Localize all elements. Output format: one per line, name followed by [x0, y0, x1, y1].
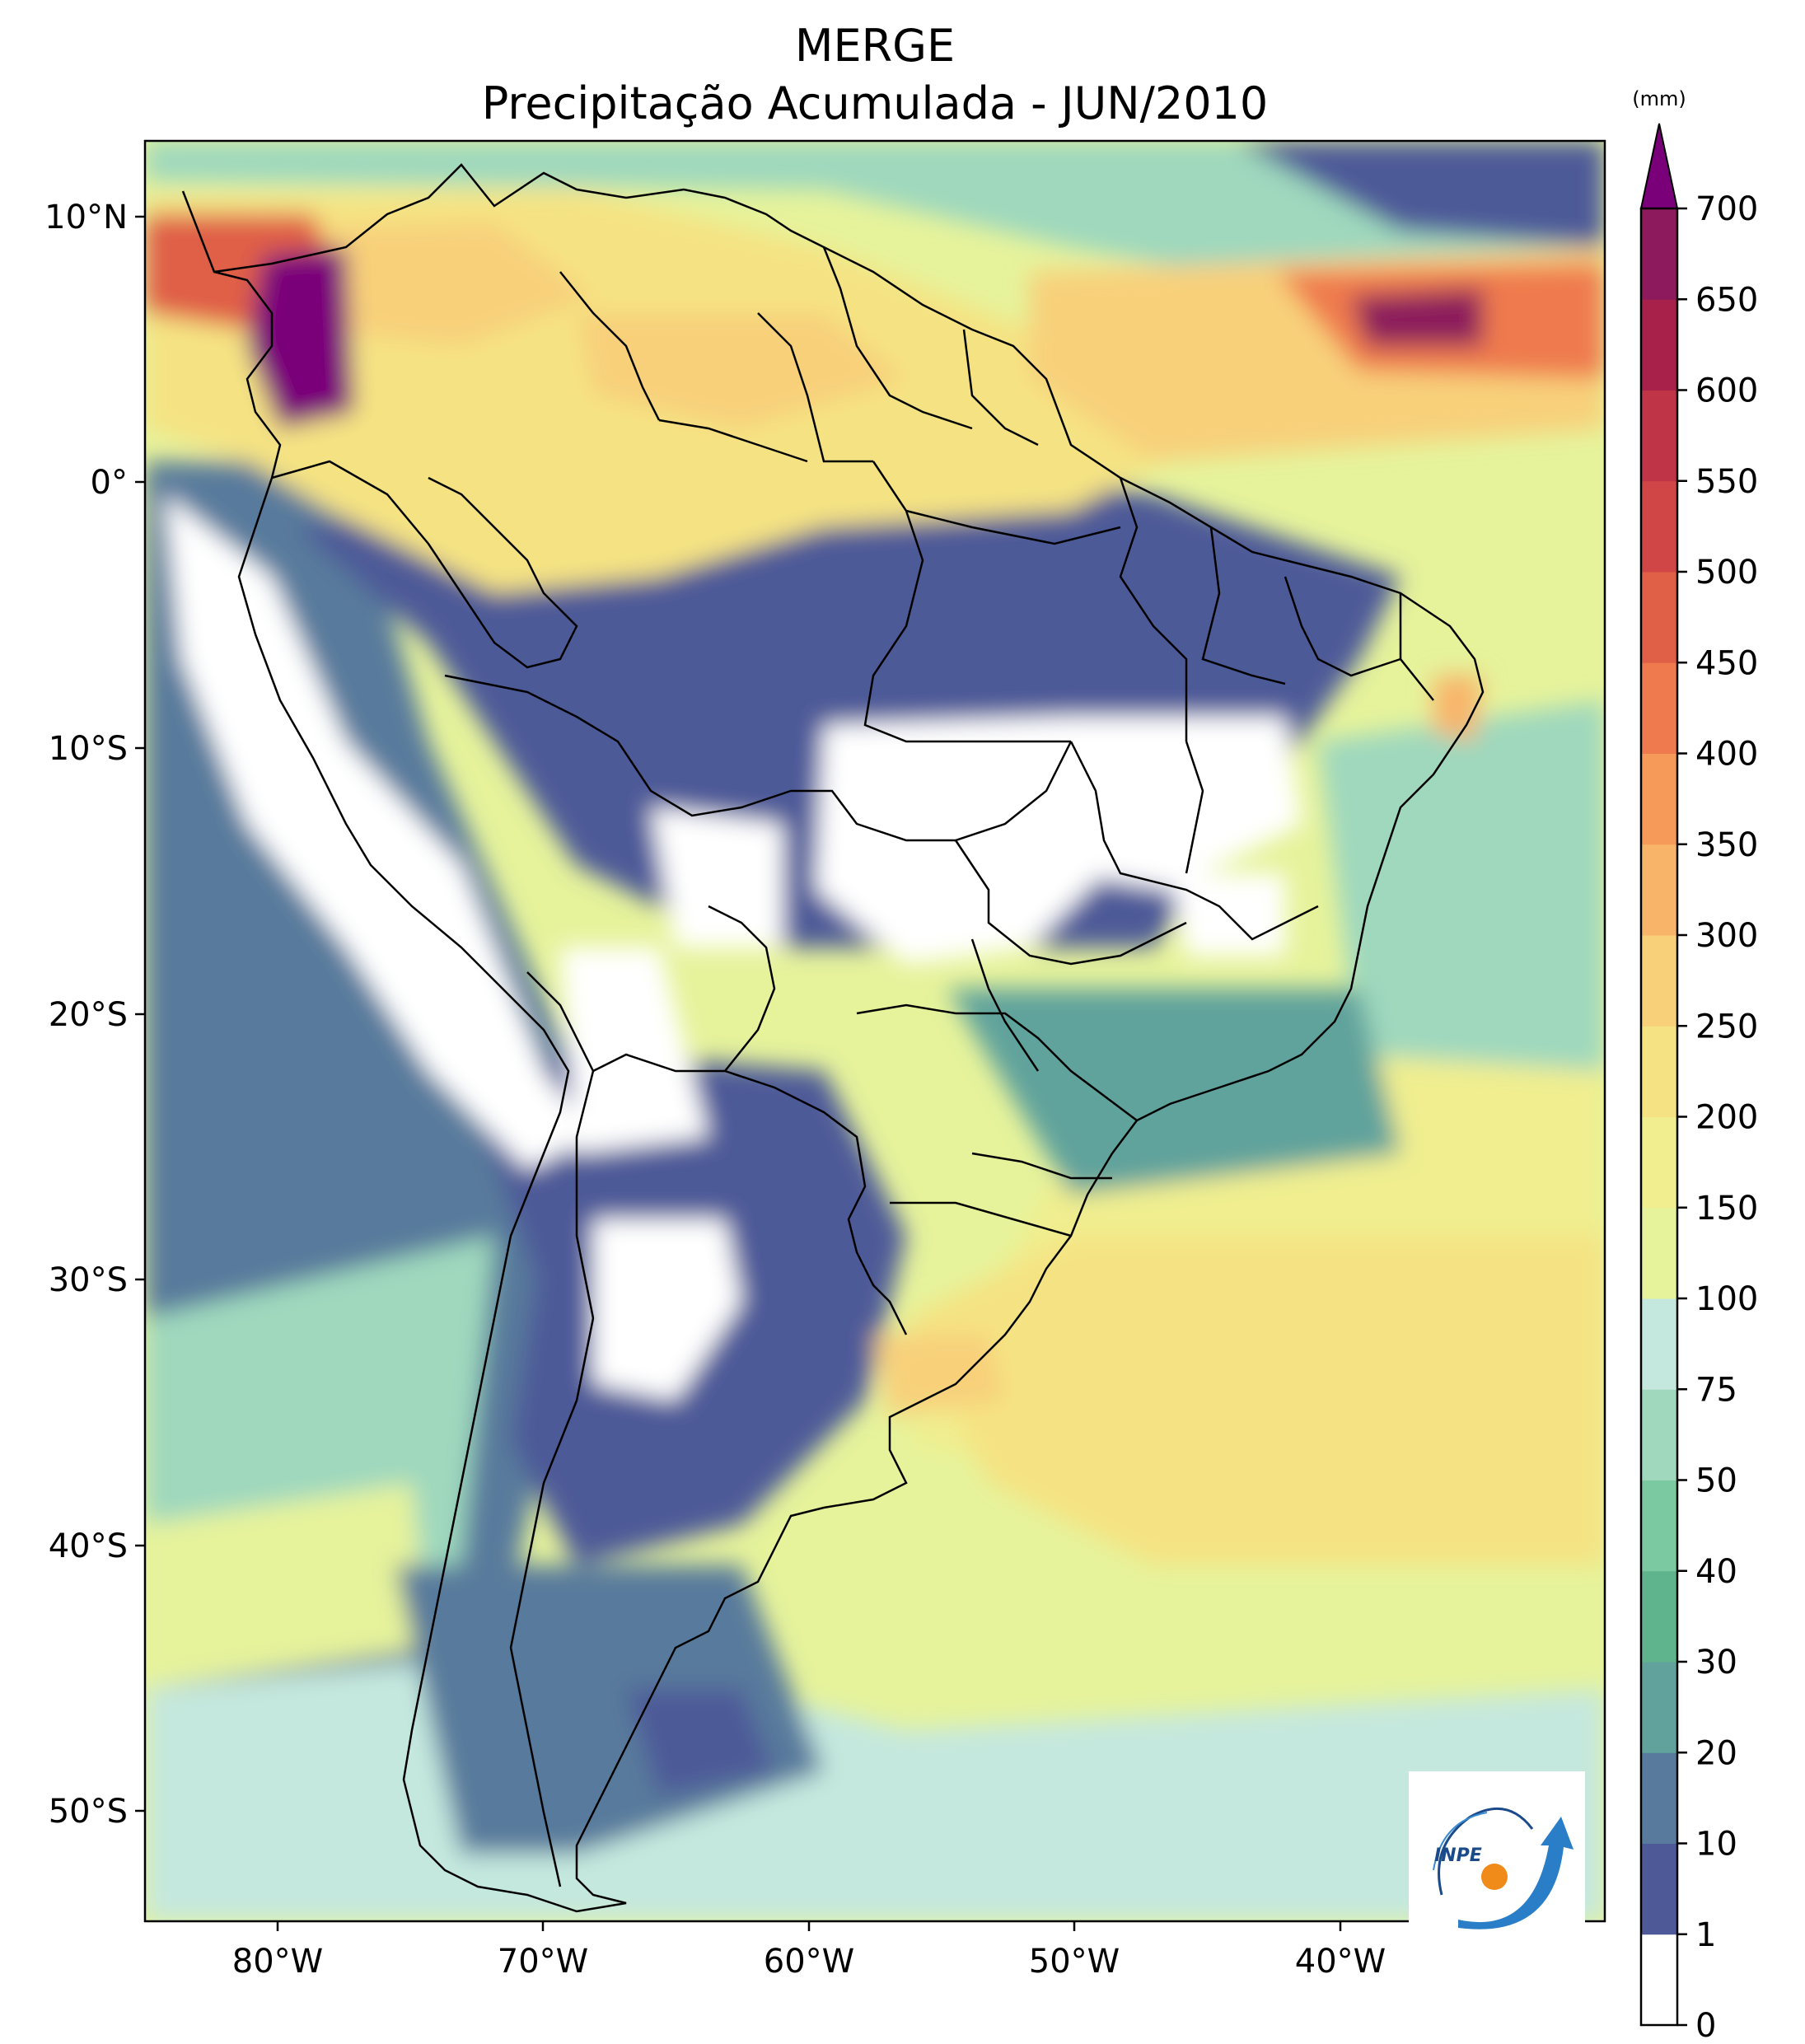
colorbar-label: 650 [1695, 281, 1758, 319]
lon-label: 40°W [1295, 1943, 1386, 1981]
colorbar-extend-arrow [1639, 123, 1679, 209]
colorbar-label: 200 [1695, 1099, 1758, 1137]
colorbar-label: 100 [1695, 1280, 1758, 1318]
lon-label: 60°W [764, 1943, 854, 1981]
colorbar-label: 1 [1695, 1916, 1716, 1954]
country-borders [181, 163, 1485, 1913]
colorbar-label: 20 [1695, 1734, 1737, 1772]
colorbar-unit: (mm) [1632, 87, 1686, 110]
colorbar-segment [1641, 753, 1677, 845]
map-frame [143, 139, 1606, 1923]
colorbar-segment [1641, 572, 1677, 663]
inpe-logo-icon [1433, 1807, 1574, 1929]
colorbar-label: 450 [1695, 644, 1758, 682]
colorbar-segment [1641, 299, 1677, 391]
colorbar-segment [1641, 390, 1677, 482]
lat-label: 0° [91, 464, 128, 502]
colorbar-label: 300 [1695, 917, 1758, 955]
lat-label: 10°S [49, 730, 128, 768]
colorbar-label: 500 [1695, 554, 1758, 592]
colorbar-ticks: 0 1 10 20 30 40 50 75 100 150 200 250 300 350 400 450 50… [1677, 190, 1758, 2044]
colorbar-segment [1641, 1662, 1677, 1753]
colorbar-segment [1641, 1026, 1677, 1117]
colorbar-label: 10 [1695, 1826, 1737, 1864]
colorbar-segment [1641, 208, 1677, 300]
inpe-logo [1409, 1771, 1585, 1943]
colorbar-segment [1641, 935, 1677, 1027]
colorbar-segment [1641, 1207, 1677, 1299]
colorbar-label: 550 [1695, 463, 1758, 501]
lat-label: 50°S [49, 1793, 128, 1831]
colorbar-segment [1641, 480, 1677, 573]
lat-label: 30°S [49, 1261, 128, 1299]
colorbar-segment [1641, 1480, 1677, 1572]
colorbar-segment [1641, 1116, 1677, 1209]
colorbar-segment [1641, 1934, 1677, 2026]
colorbar: 0 1 10 20 30 40 50 75 100 150 200 250 300 350 400 450 50… [1632, 87, 1758, 2044]
colorbar-label: 75 [1695, 1371, 1737, 1409]
colorbar-label: 0 [1695, 2007, 1716, 2044]
lon-label: 50°W [1029, 1943, 1120, 1981]
lat-label: 40°S [49, 1527, 128, 1565]
colorbar-segment [1641, 1752, 1677, 1844]
colorbar-label: 350 [1695, 826, 1758, 864]
colorbar-label: 400 [1695, 736, 1758, 774]
lon-axis: 80°W 70°W 60°W 50°W 40°W [232, 1921, 1386, 1981]
colorbar-segment [1641, 1570, 1677, 1663]
colorbar-segment [1641, 1298, 1677, 1390]
colorbar-label: 40 [1695, 1553, 1737, 1591]
colorbar-segment [1641, 1843, 1677, 1935]
colorbar-label: 600 [1695, 372, 1758, 410]
colorbar-label: 150 [1695, 1190, 1758, 1228]
lon-label: 70°W [498, 1943, 588, 1981]
colorbar-segment [1641, 1389, 1677, 1480]
lat-axis: 10°N 0° 10°S 20°S 30°S 40°S 50°S [44, 199, 145, 1831]
lat-label: 10°N [44, 199, 128, 236]
colorbar-segments [1641, 208, 1677, 2026]
colorbar-segment [1641, 662, 1677, 754]
colorbar-label: 50 [1695, 1462, 1737, 1500]
precipitation-field [145, 141, 1605, 1921]
colorbar-segment [1641, 844, 1677, 936]
lon-label: 80°W [232, 1943, 323, 1981]
map-subtitle: Precipitação Acumulada - JUN/2010 [481, 77, 1269, 129]
lat-label: 20°S [49, 996, 128, 1034]
colorbar-label: 250 [1695, 1008, 1758, 1045]
colorbar-label: 700 [1695, 190, 1758, 228]
inpe-logo-text: INPE [1434, 1845, 1482, 1866]
map-title: MERGE [794, 20, 956, 72]
colorbar-label: 30 [1695, 1644, 1737, 1682]
